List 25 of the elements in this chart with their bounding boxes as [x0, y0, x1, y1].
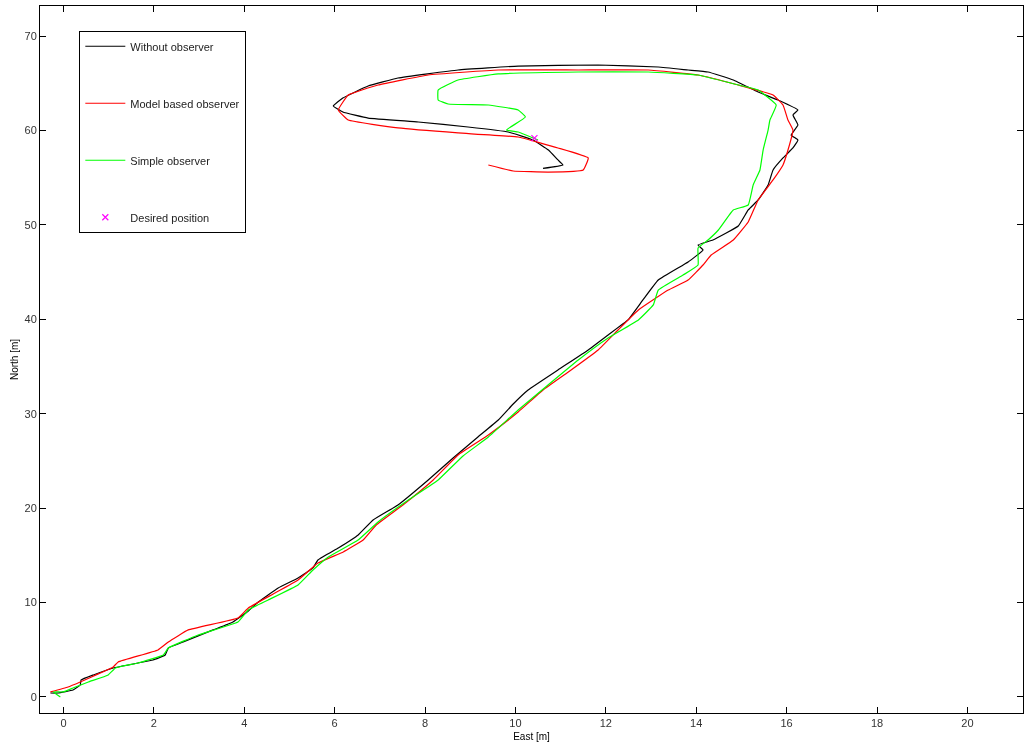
x-tick-label: 10 — [509, 717, 522, 730]
legend-label: Desired position — [130, 211, 210, 224]
legend-label: Without observer — [130, 40, 214, 53]
x-tick-label: 20 — [961, 717, 974, 730]
x-tick-label: 2 — [150, 717, 157, 730]
x-tick-label: 8 — [422, 717, 429, 730]
legend-label: Simple observer — [130, 154, 211, 167]
x-tick-label: 16 — [780, 717, 793, 730]
y-tick-label: 30 — [24, 407, 37, 420]
y-tick-label: 60 — [24, 124, 37, 137]
y-tick-label: 70 — [24, 30, 37, 43]
x-tick-label: 18 — [870, 717, 884, 730]
y-tick-label: 50 — [24, 218, 37, 231]
legend-label: Model based observer — [130, 97, 240, 110]
y-tick-label: 20 — [24, 502, 37, 515]
x-axis-title: East [m] — [513, 730, 551, 742]
x-tick-label: 4 — [241, 717, 248, 730]
y-axis-title: North [m] — [8, 338, 20, 381]
x-tick-label: 0 — [60, 717, 67, 730]
x-tick-label: 6 — [331, 717, 338, 730]
y-tick-label: 0 — [30, 690, 37, 703]
y-tick-label: 40 — [24, 313, 37, 326]
x-tick-label: 12 — [599, 717, 612, 730]
x-tick-label: 14 — [690, 717, 703, 730]
y-tick-label: 10 — [24, 596, 37, 609]
